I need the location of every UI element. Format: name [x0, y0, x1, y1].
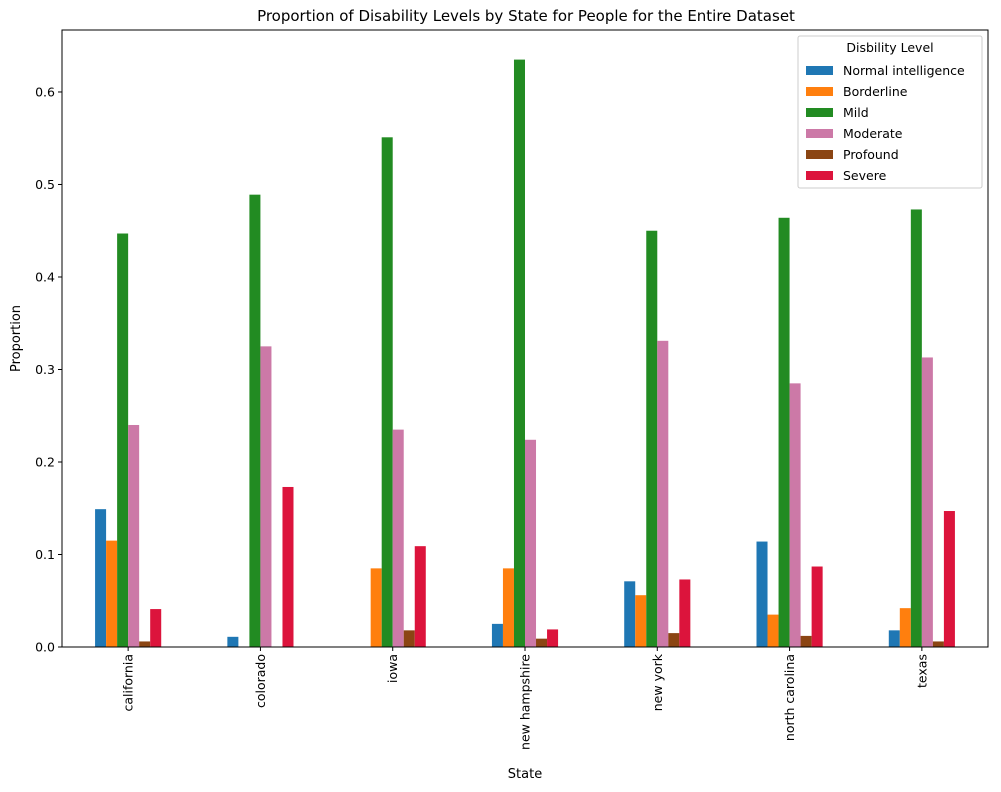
bar — [789, 383, 801, 647]
bar — [800, 635, 812, 647]
legend-swatch — [806, 66, 833, 75]
x-tick-label: new york — [650, 653, 665, 711]
bar — [525, 439, 537, 647]
x-tick-label: north carolina — [782, 654, 797, 741]
y-tick-label: 0.6 — [35, 84, 55, 99]
legend-entry-label: Mild — [843, 105, 869, 120]
x-tick-label: new hampshire — [518, 654, 533, 750]
legend-title: Disbility Level — [846, 40, 933, 55]
y-tick-label: 0.2 — [35, 454, 55, 469]
bar — [249, 194, 261, 647]
bar — [778, 217, 790, 647]
bar — [921, 357, 933, 647]
x-tick-label: california — [121, 654, 136, 712]
legend-swatch — [806, 87, 833, 96]
bar — [513, 59, 525, 648]
legend-swatch — [806, 129, 833, 138]
chart-title: Proportion of Disability Levels by State… — [257, 7, 795, 25]
bar — [381, 137, 393, 648]
bar — [888, 630, 900, 647]
bar — [260, 346, 272, 647]
bar — [536, 638, 548, 647]
legend-entry-label: Moderate — [843, 126, 903, 141]
bars-layer — [95, 59, 955, 648]
y-axis-label: Proportion — [9, 305, 24, 372]
bar — [117, 233, 129, 647]
x-axis-label: State — [508, 767, 542, 782]
legend-swatch — [806, 108, 833, 117]
x-tick-label: iowa — [385, 654, 400, 683]
bar — [932, 641, 944, 647]
bar — [657, 340, 669, 647]
x-axis: california colorado iowa new hampshire new y… — [121, 647, 929, 750]
y-tick-label: 0.1 — [35, 547, 55, 562]
bar — [899, 608, 911, 647]
legend-entry-label: Normal intelligence — [843, 63, 965, 78]
y-tick-label: 0.5 — [35, 177, 55, 192]
bar — [502, 568, 514, 647]
legend: Disbility Level Normal intelligence Borde… — [797, 35, 983, 189]
bar — [547, 629, 559, 647]
bar — [910, 209, 922, 647]
y-tick-label: 0.3 — [35, 362, 55, 377]
legend-entry-label: Severe — [843, 168, 887, 183]
y-tick-label: 0.0 — [35, 640, 55, 655]
bar — [403, 630, 415, 647]
bar — [646, 230, 658, 648]
bar — [811, 566, 823, 647]
bar — [150, 609, 162, 647]
bar — [139, 641, 151, 647]
bar — [392, 429, 404, 647]
legend-entry-label: Profound — [843, 147, 899, 162]
bar — [128, 424, 140, 647]
bar — [668, 633, 680, 647]
x-tick-label: texas — [914, 654, 929, 688]
bar — [282, 486, 294, 647]
bar — [106, 540, 118, 647]
bar — [679, 579, 691, 647]
bar — [414, 546, 426, 647]
bar — [635, 595, 647, 647]
bar — [491, 623, 503, 647]
y-tick-label: 0.4 — [35, 269, 55, 284]
y-axis: 0.0 0.1 0.2 0.3 0.4 0.5 0.6 — [35, 84, 62, 655]
bar — [95, 509, 107, 647]
bar — [756, 541, 768, 647]
bar — [624, 581, 636, 647]
bar — [227, 636, 239, 647]
legend-swatch — [806, 171, 833, 180]
legend-swatch — [806, 150, 833, 159]
bar — [767, 614, 779, 647]
legend-box — [797, 35, 983, 189]
bar — [370, 568, 382, 647]
bar — [943, 511, 955, 647]
x-tick-label: colorado — [253, 654, 268, 708]
legend-entry-label: Borderline — [843, 84, 908, 99]
